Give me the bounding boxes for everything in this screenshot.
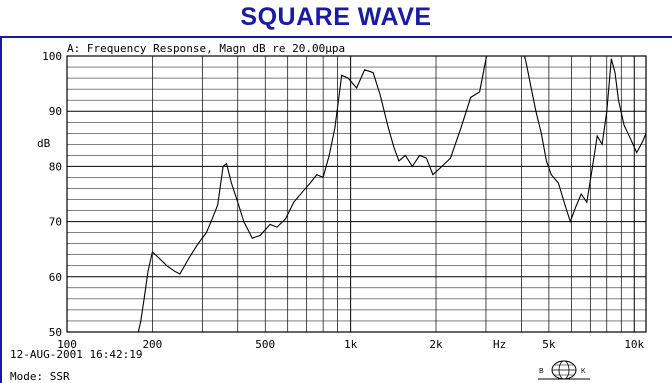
x-unit-label: Hz: [493, 338, 506, 351]
banner-title: SQUARE WAVE: [240, 3, 432, 31]
bk-logo: B K: [538, 360, 590, 380]
y-tick-label: 80: [49, 160, 62, 173]
y-axis-label: dB: [37, 137, 51, 150]
series-line: [137, 56, 646, 332]
x-tick-labels: 100 200 500 1k 2k 5k 10k: [57, 338, 645, 351]
y-tick-label: 100: [42, 50, 62, 63]
y-tick-label: 70: [49, 216, 62, 229]
frequency-response-chart: A: Frequency Response, Magn dB re 20.00µ…: [10, 42, 647, 383]
y-tick-label: 50: [49, 326, 62, 339]
date-time-stamp: 12-AUG-2001 16:42:19: [10, 348, 142, 361]
chart-title: A: Frequency Response, Magn dB re 20.00µ…: [67, 42, 345, 55]
left-border: [0, 38, 2, 383]
x-tick-label: 500: [255, 338, 275, 351]
y-tick-label: 90: [49, 105, 62, 118]
logo-letter-b: B: [539, 368, 544, 375]
globe-icon: [538, 360, 590, 380]
x-tick-label: 10k: [624, 338, 644, 351]
y-tick-label: 60: [49, 271, 62, 284]
x-tick-label: 1k: [344, 338, 358, 351]
mode-label: Mode: SSR: [10, 370, 70, 383]
title-banner: SQUARE WAVE: [0, 0, 672, 38]
logo-letter-k: K: [581, 368, 586, 375]
x-tick-label: 200: [142, 338, 162, 351]
chart-grid: [66, 55, 646, 333]
x-tick-label: 100: [57, 338, 77, 351]
y-tick-labels: 50 60 70 80 90 100: [42, 50, 62, 339]
x-tick-label: 2k: [429, 338, 443, 351]
plot-frame: [66, 55, 647, 333]
x-tick-label: 5k: [542, 338, 556, 351]
